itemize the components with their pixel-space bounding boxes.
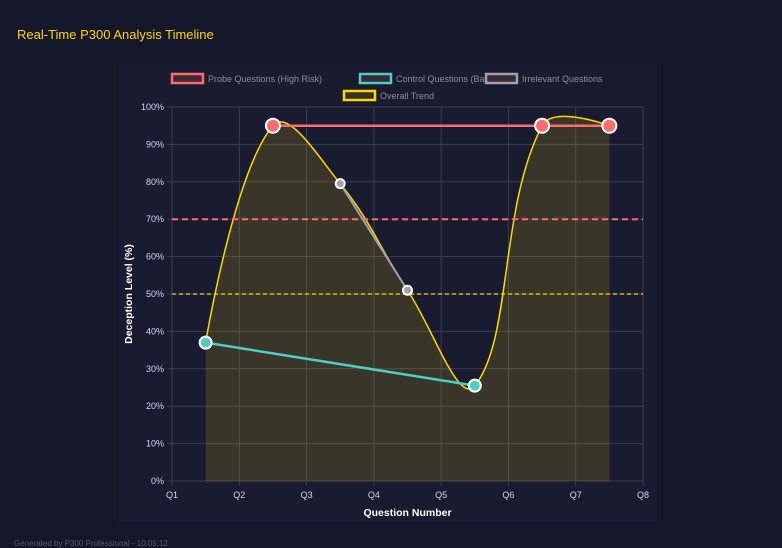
probe-point	[264, 117, 281, 134]
x-tick-label: Q3	[301, 490, 313, 500]
legend-label: Control Questions (Baseline)	[396, 74, 511, 84]
legend-label: Irrelevant Questions	[522, 74, 603, 84]
chart-panel	[118, 64, 657, 522]
page-title: Real-Time P300 Analysis Timeline	[17, 27, 214, 42]
y-tick-label: 80%	[146, 177, 164, 187]
legend-swatch-trend	[342, 89, 377, 102]
y-axis-title: Deception Level (%)	[123, 244, 135, 344]
y-tick-label: 20%	[146, 401, 164, 411]
y-tick-label: 60%	[146, 252, 164, 262]
y-tick-label: 90%	[146, 139, 164, 149]
trend-area-fill	[205, 116, 610, 482]
y-tick-label: 40%	[146, 326, 164, 336]
x-tick-label: Q1	[166, 490, 178, 500]
x-tick-label: Q4	[368, 490, 380, 500]
legend-label: Overall Trend	[380, 91, 434, 101]
irrelevant-point	[334, 178, 346, 190]
y-tick-label: 70%	[146, 214, 164, 224]
y-tick-label: 100%	[141, 102, 164, 112]
legend-swatch-control	[358, 72, 393, 85]
y-tick-label: 10%	[146, 439, 164, 449]
probe-point	[601, 117, 618, 134]
x-tick-label: Q5	[435, 490, 447, 500]
legend-swatch-probe	[170, 72, 205, 85]
control-point	[467, 378, 482, 393]
x-tick-label: Q2	[233, 490, 245, 500]
x-tick-label: Q7	[570, 490, 582, 500]
y-tick-label: 50%	[146, 289, 164, 299]
footer-text: Generated by P300 Professional - 10:05:1…	[14, 539, 168, 548]
irrelevant-line	[339, 183, 409, 291]
y-tick-label: 30%	[146, 364, 164, 374]
irrelevant-point	[402, 284, 413, 296]
control-line	[205, 341, 475, 387]
control-point	[198, 335, 213, 350]
y-tick-label: 0%	[151, 476, 164, 486]
legend-label: Probe Questions (High Risk)	[208, 74, 322, 84]
probe-point	[534, 117, 551, 134]
x-tick-label: Q8	[637, 490, 649, 500]
x-tick-label: Q6	[502, 490, 514, 500]
x-axis-title: Question Number	[363, 507, 451, 519]
legend-swatch-irrelevant	[484, 72, 519, 85]
